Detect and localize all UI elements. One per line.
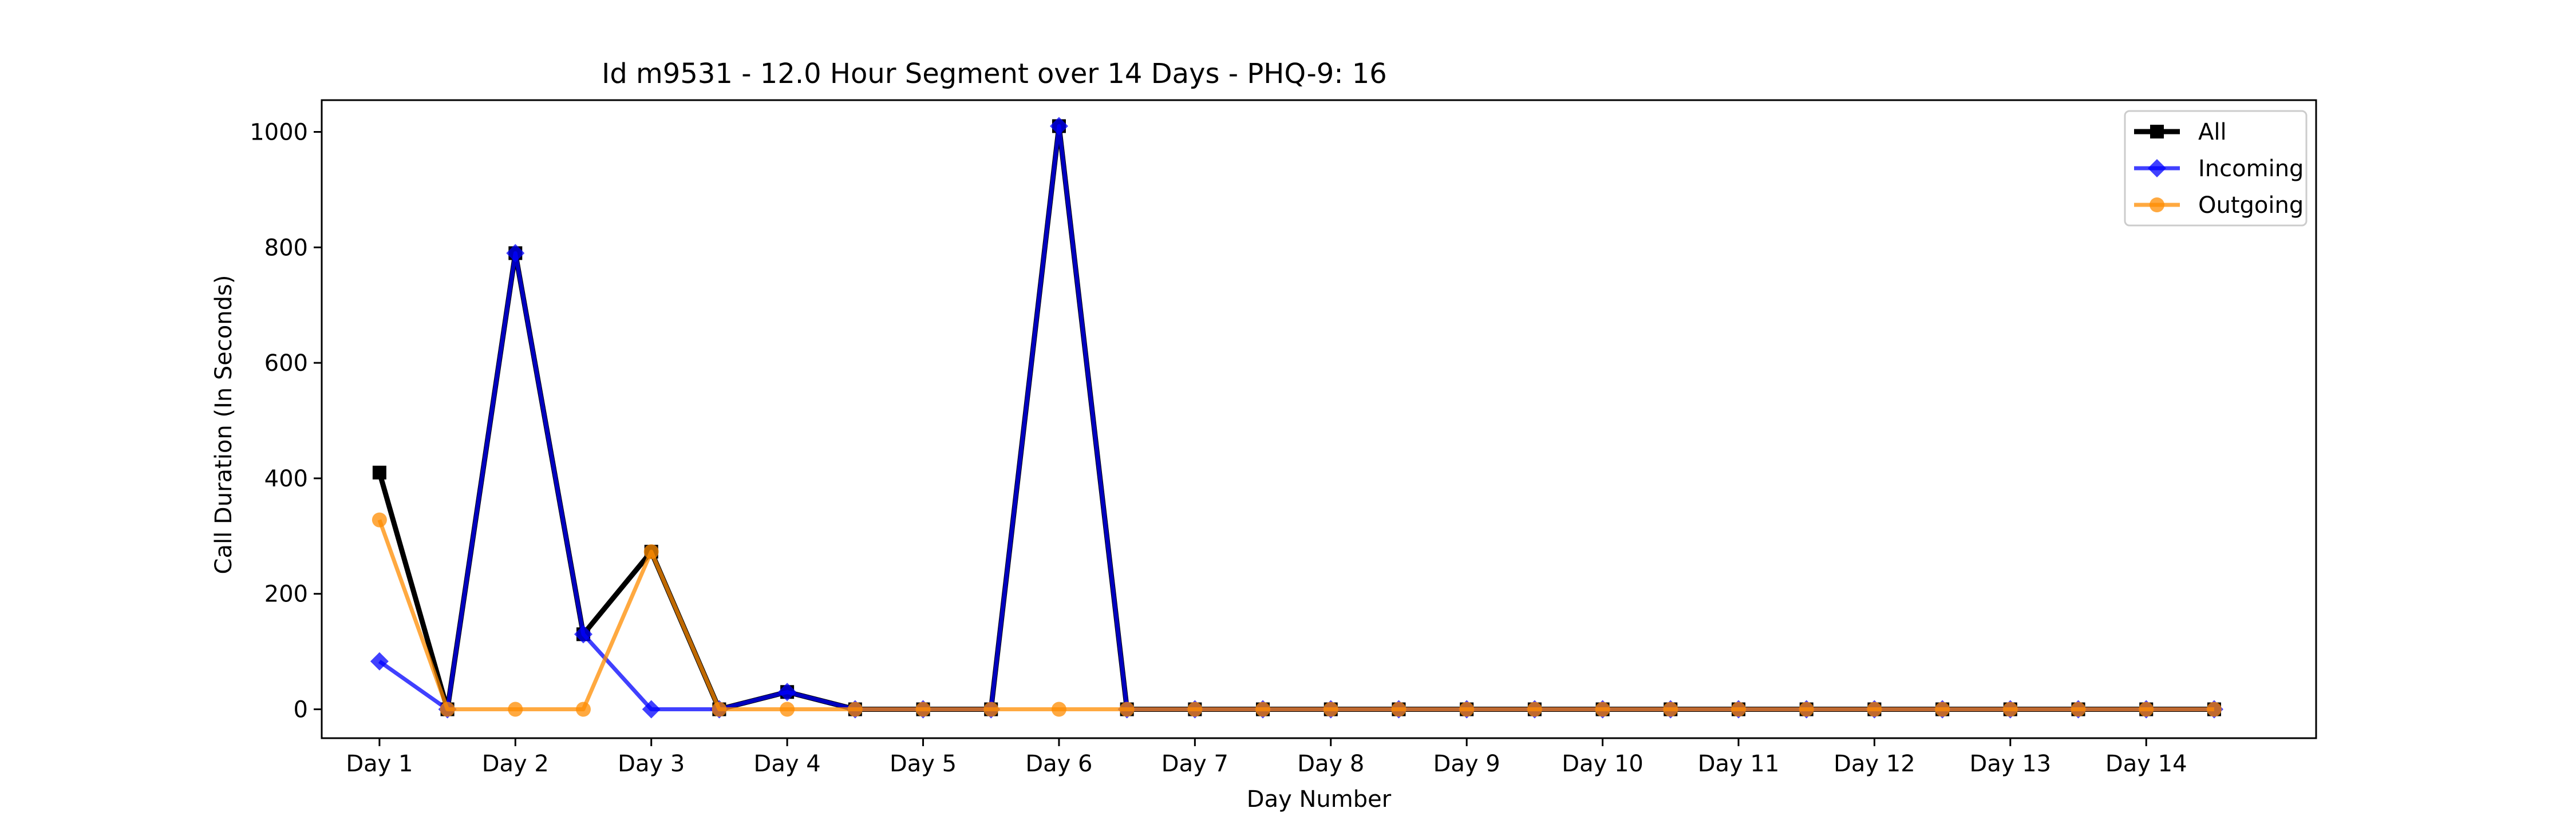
data-point — [778, 683, 797, 702]
data-point — [440, 702, 455, 717]
plot-frame — [321, 99, 2317, 739]
data-point — [2206, 702, 2222, 717]
data-point — [1255, 702, 1271, 717]
x-tick-label: Day 13 — [1970, 751, 2052, 777]
y-axis-ticks: 0 200 400 600 800 1000 — [250, 119, 322, 723]
data-point — [574, 625, 593, 644]
legend-label: All — [2198, 119, 2227, 145]
legend-entry: Outgoing — [2134, 192, 2304, 219]
x-tick-label: Day 11 — [1698, 751, 1780, 777]
data-point — [983, 702, 999, 717]
data-point — [2071, 702, 2086, 717]
x-tick-label: Day 7 — [1161, 751, 1228, 777]
data-point — [780, 702, 795, 717]
data-point — [576, 702, 591, 717]
y-tick-label: 400 — [264, 466, 308, 492]
data-point — [1799, 702, 1814, 717]
data-point — [372, 465, 386, 480]
data-point — [1527, 702, 1542, 717]
data-point — [1187, 702, 1203, 717]
x-tick-label: Day 9 — [1433, 751, 1500, 777]
data-point — [643, 544, 659, 560]
legend-label: Outgoing — [2198, 192, 2304, 219]
data-point — [1119, 702, 1135, 717]
data-point — [1935, 702, 1950, 717]
x-tick-label: Day 5 — [890, 751, 957, 777]
legend-entry: All — [2134, 119, 2227, 145]
data-point — [506, 244, 525, 263]
x-tick-label: Day 3 — [618, 751, 685, 777]
data-point — [712, 702, 727, 717]
data-point — [642, 700, 661, 719]
data-point — [847, 702, 863, 717]
data-point — [370, 652, 389, 671]
data-point — [372, 512, 387, 528]
data-point — [1867, 702, 1882, 717]
y-tick-label: 600 — [264, 350, 308, 377]
series-outgoing — [372, 512, 2222, 717]
data-point — [1049, 117, 1068, 136]
series-line — [377, 123, 2214, 712]
x-tick-label: Day 2 — [482, 751, 549, 777]
series-line — [377, 519, 2214, 711]
x-tick-label: Day 14 — [2105, 751, 2187, 777]
y-tick-label: 0 — [294, 697, 308, 723]
y-tick-label: 800 — [264, 235, 308, 261]
x-tick-label: Day 10 — [1562, 751, 1643, 777]
series-line — [378, 124, 2214, 711]
y-tick-label: 200 — [264, 581, 308, 608]
series-incoming — [370, 117, 2223, 719]
legend-swatch-marker — [2150, 125, 2164, 138]
x-axis-label: Day Number — [1247, 786, 1392, 813]
x-tick-label: Day 1 — [346, 751, 413, 777]
data-point — [1663, 702, 1678, 717]
data-point — [1051, 702, 1066, 717]
legend-label: Incoming — [2198, 156, 2304, 182]
x-tick-label: Day 8 — [1297, 751, 1364, 777]
data-point — [1459, 702, 1475, 717]
y-axis-label: Call Duration (In Seconds) — [211, 275, 237, 575]
legend-entry: Incoming — [2134, 156, 2304, 182]
series-layer — [370, 117, 2223, 719]
data-point — [2002, 702, 2018, 717]
x-tick-label: Day 6 — [1025, 751, 1092, 777]
legend: All Incoming Outgoing — [2124, 110, 2308, 227]
data-point — [1731, 702, 1747, 717]
x-axis-ticks: Day 1 Day 2 Day 3 Day 4 Day 5 Day 6 Day 7 Day 8… — [346, 738, 2187, 777]
legend-box — [2124, 110, 2308, 227]
x-tick-label: Day 4 — [754, 751, 821, 777]
data-point — [1595, 702, 1610, 717]
data-point — [508, 702, 523, 717]
data-point — [2139, 702, 2154, 717]
data-point — [915, 702, 931, 717]
legend-swatch-marker — [2150, 197, 2164, 212]
data-point — [1391, 702, 1406, 717]
x-tick-label: Day 12 — [1834, 751, 1915, 777]
legend-swatch-marker — [2148, 159, 2166, 177]
series-all — [372, 119, 2221, 716]
chart-title: Id m9531 - 12.0 Hour Segment over 14 Day… — [602, 58, 1387, 90]
y-tick-label: 1000 — [250, 119, 308, 145]
data-point — [1323, 702, 1338, 717]
